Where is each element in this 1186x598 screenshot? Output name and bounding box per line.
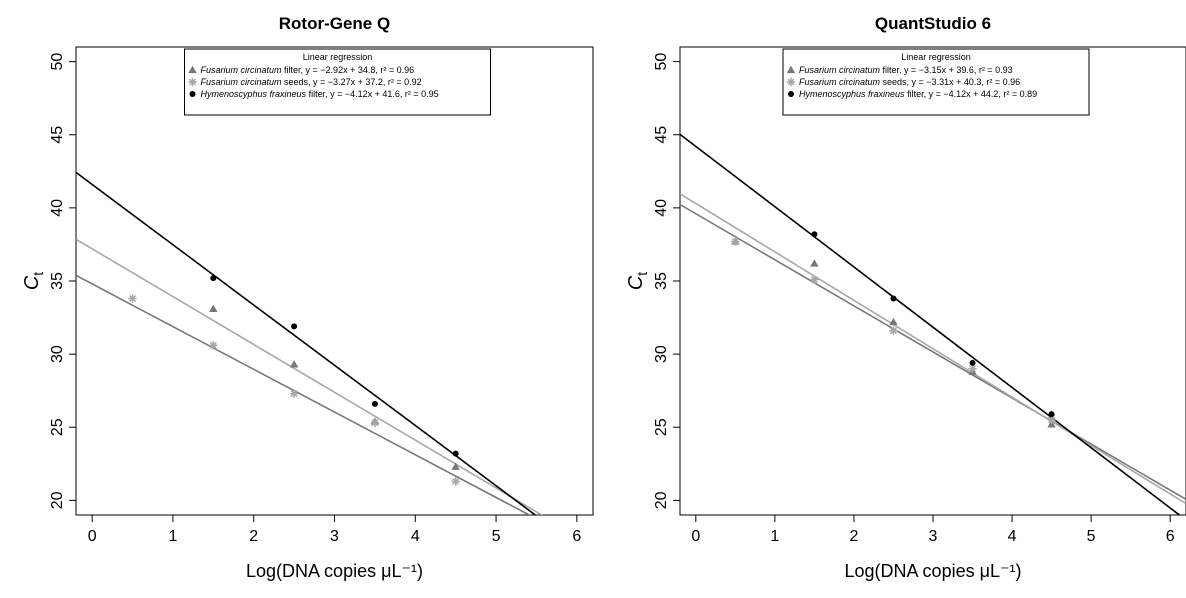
data-point [209,341,218,350]
x-tick-label: 4 [411,528,420,545]
regression-lines [680,133,1186,515]
legend-entry: Fusarium circinatum filter, y = −3.15x +… [799,65,1013,75]
data-point [291,323,298,330]
y-tick-label: 40 [653,199,670,217]
data-point [289,389,299,398]
legend-marker [786,77,796,87]
x-tick-label: 3 [929,528,938,545]
y-tick-label: 40 [49,199,66,217]
data-point [889,317,898,326]
x-tick-label: 4 [1008,528,1017,545]
data-point [969,359,976,366]
y-tick-label: 50 [49,53,66,71]
y-tick-label: 30 [653,345,670,363]
chart-title: Rotor-Gene Q [279,14,390,33]
x-axis-label: Log(DNA copies μL⁻¹) [246,561,423,581]
x-tick-label: 5 [492,528,501,545]
x-tick-label: 1 [770,528,779,545]
legend-title: Linear regression [901,52,971,62]
data-point [210,275,217,282]
x-axis-label: Log(DNA copies μL⁻¹) [845,561,1022,581]
series-asterisk [731,237,1056,425]
data-point [1047,415,1056,425]
chart-title: QuantStudio 6 [875,14,991,33]
y-axis-label: Ct [21,272,46,290]
chart-panel: Rotor-Gene Q0 1 2 3 4 5 620253035404550Log(DNA… [21,14,594,581]
legend-marker [189,91,196,97]
data-point [452,450,459,457]
legend-box [184,48,491,116]
data-point [451,462,460,470]
x-tick-label: 1 [168,528,177,545]
data-point [371,400,378,407]
data-point [370,418,380,428]
data-point [890,295,897,302]
legend-entry: Fusarium circinatum seeds, y = −3.31x + … [799,77,1020,87]
data-point [731,237,740,246]
x-tick-label: 0 [691,528,700,545]
series-circle [811,231,1055,418]
legend-marker [786,65,796,74]
y-tick-label: 45 [653,126,670,144]
y-tick-label: 20 [49,491,66,509]
y-tick-label: 25 [653,418,670,436]
legend-marker [188,77,197,87]
x-tick-label: 6 [1166,528,1175,545]
regression-line [680,133,1181,515]
chart-panel: QuantStudio 60 1 2 3 4 5 620253035404550Log(DN… [625,14,1186,581]
data-point [810,259,819,267]
x-tick-label: 2 [849,528,858,545]
legend-entry: Fusarium circinatum filter, y = −2.92x +… [201,65,415,75]
regression-line [76,274,531,515]
data-point [128,294,137,303]
x-tick-label: 2 [249,528,258,545]
y-tick-label: 35 [653,272,670,290]
legend: Linear regression Fusarium circinatum fil… [782,48,1090,116]
y-tick-label: 50 [653,53,670,71]
regression-lines [76,171,544,515]
x-tick-label: 5 [1087,528,1096,545]
legend-box [782,48,1090,116]
y-tick-label: 25 [49,418,66,436]
plot-frame [679,46,1186,516]
series-asterisk [128,294,460,486]
data-point [810,275,819,284]
legend-entry: Hymenoscyphus fraxineus filter, y = −4.1… [799,89,1037,99]
data-point [289,360,299,368]
legend-entry: Fusarium circinatum seeds, y = −3.27x + … [201,77,422,87]
y-axis-label: Ct [625,272,650,290]
y-tick-label: 30 [49,345,66,363]
y-tick-label: 45 [49,126,66,144]
legend-entry: Hymenoscyphus fraxineus filter, y = −4.1… [201,89,439,99]
regression-line [680,203,1186,501]
data-point [209,304,218,312]
regression-line [680,193,1186,505]
plot-frame [75,46,594,516]
y-tick-label: 20 [653,491,670,509]
x-tick-label: 0 [88,528,97,545]
data-point [451,477,460,486]
legend-title: Linear regression [303,52,373,62]
y-tick-label: 35 [49,272,66,290]
data-point [811,231,818,238]
data-point [889,326,898,335]
regression-line [76,171,537,515]
series-circle [210,275,459,457]
data-point [1048,411,1055,418]
legend-marker [188,65,197,74]
legend-marker [788,91,794,97]
x-tick-label: 6 [572,528,581,545]
x-tick-label: 3 [330,528,339,545]
data-point [968,364,977,373]
legend: Linear regression Fusarium circinatum fil… [184,48,491,116]
